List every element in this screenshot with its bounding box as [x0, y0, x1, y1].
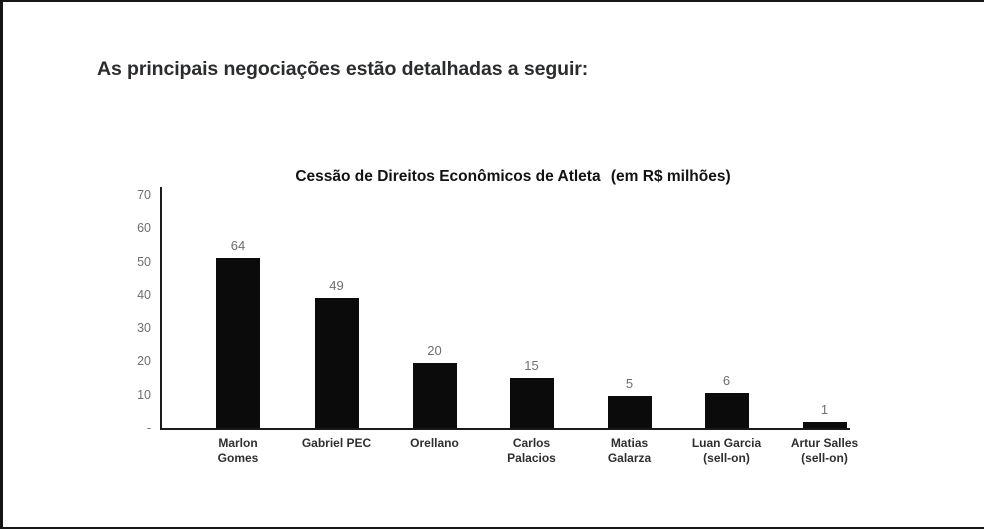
- category-label: Matias Galarza: [607, 436, 652, 465]
- y-axis-line: [160, 187, 162, 430]
- bar: [314, 298, 359, 428]
- y-tick-label: 60: [137, 221, 151, 236]
- bar-value-label: 1: [820, 402, 829, 418]
- y-tick-label: 50: [137, 254, 151, 269]
- chart-title-unit: (em R$ milhões): [610, 168, 731, 185]
- y-tick-label: 20: [137, 354, 151, 369]
- bar: [509, 378, 554, 428]
- category-label: Marlon Gomes: [217, 436, 259, 465]
- category-label: Artur Salles (sell-on): [790, 436, 859, 465]
- bar-value-label: 49: [329, 278, 344, 294]
- chart-title: Cessão de Direitos Econômicos de Atleta …: [163, 168, 863, 186]
- bar-value-label: 6: [722, 373, 731, 389]
- y-tick-label: 10: [137, 387, 151, 402]
- category-label: Luan Garcia (sell-on): [691, 436, 762, 465]
- bar-value-label: 15: [524, 358, 539, 374]
- bar-value-label: 64: [230, 238, 246, 254]
- category-label: Orellano: [410, 436, 459, 450]
- bar: [216, 258, 260, 428]
- bar: [802, 422, 847, 428]
- bar-value-label: 20: [427, 343, 442, 359]
- y-tick-label: 30: [137, 321, 151, 336]
- category-label: Carlos Palacios: [507, 436, 556, 465]
- bar: [704, 393, 749, 428]
- bar: [607, 396, 652, 428]
- section-heading: As principais negociações estão detalhad…: [97, 58, 589, 80]
- y-tick-label: 40: [137, 287, 151, 302]
- bar: [412, 363, 457, 428]
- bar-chart-plot-area: 70 60 50 40 30 20 10 - 64 Marlon Gomes 49 Gabriel P…: [137, 187, 870, 465]
- y-tick-label: -: [146, 421, 151, 435]
- bar-value-label: 5: [625, 376, 634, 392]
- category-label: Gabriel PEC: [301, 436, 372, 450]
- y-tick-label: 70: [137, 188, 151, 202]
- chart-title-main: Cessão de Direitos Econômicos de Atleta: [295, 168, 601, 185]
- x-axis-line: [160, 428, 850, 430]
